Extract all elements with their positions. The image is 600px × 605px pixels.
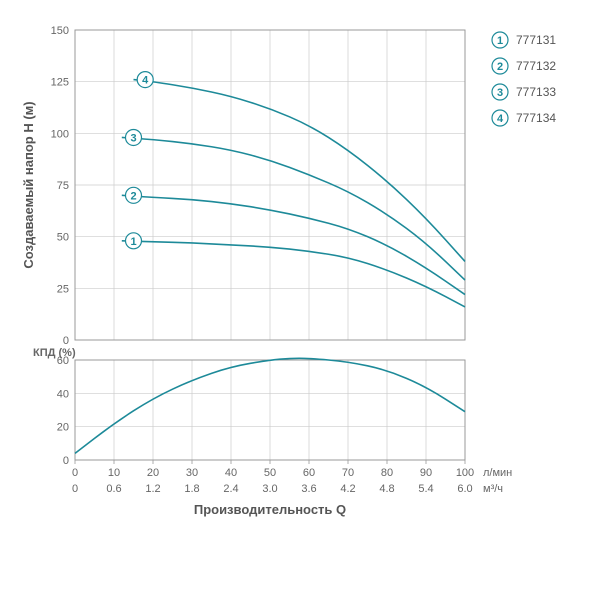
x-tick-top: 90 (420, 467, 432, 479)
x-axis-label: Производительность Q (194, 502, 346, 517)
x-tick-top: 10 (108, 467, 120, 479)
x-tick-bottom: 1.8 (184, 483, 199, 495)
x-tick-top: 0 (72, 467, 78, 479)
main-chart-area: 0 25 50 75 100 125 150 Создаваемый напор Н (м) 1… (21, 25, 465, 347)
series-label-num-4: 4 (142, 75, 149, 87)
eff-ytick: 20 (57, 422, 69, 434)
x-axis-area: 0 0 10 0.6 20 1.2 30 1.8 40 2.4 50 3.0 60 3.6 70 4.2 80 4… (72, 460, 512, 517)
main-ytick: 150 (51, 25, 69, 37)
x-tick-top: 50 (264, 467, 276, 479)
x-tick-bottom: 4.8 (379, 483, 394, 495)
main-ytick: 25 (57, 283, 69, 295)
x-tick-top: 70 (342, 467, 354, 479)
efficiency-chart-area: 0204060КПД (%) (33, 347, 465, 467)
x-tick-bottom: 4.2 (340, 483, 355, 495)
main-ytick: 125 (51, 77, 69, 89)
x-tick-bottom: 3.6 (301, 483, 316, 495)
series-curve-1 (122, 241, 465, 307)
x-tick-bottom: 1.2 (145, 483, 160, 495)
legend-num-1: 1 (497, 35, 503, 47)
series-label-num-3: 3 (130, 132, 136, 144)
x-tick-bottom: 6.0 (457, 483, 472, 495)
main-ytick: 75 (57, 180, 69, 192)
legend-label-2: 777132 (516, 59, 556, 73)
series-label-num-2: 2 (130, 190, 136, 202)
legend-num-3: 3 (497, 87, 503, 99)
x-tick-top: 100 (456, 467, 474, 479)
x-tick-top: 20 (147, 467, 159, 479)
x-tick-bottom: 3.0 (262, 483, 277, 495)
main-ytick: 50 (57, 232, 69, 244)
legend-label-4: 777134 (516, 111, 556, 125)
x-tick-bottom: 2.4 (223, 483, 238, 495)
x-tick-top: 80 (381, 467, 393, 479)
x-tick-top: 40 (225, 467, 237, 479)
x-tick-bottom: 0.6 (106, 483, 121, 495)
x-tick-top: 30 (186, 467, 198, 479)
x-unit-bottom: м³/ч (483, 483, 503, 495)
eff-ytick: 0 (63, 455, 69, 467)
eff-ytick: 40 (57, 388, 69, 400)
x-tick-bottom: 0 (72, 483, 78, 495)
chart-svg: 0255075100125150Создаваемый напор Н (м)1… (0, 0, 600, 600)
legend-label-1: 777131 (516, 33, 556, 47)
legend-num-2: 2 (497, 61, 503, 73)
legend: 1 777131 2 777132 3 777133 4 777134 (492, 32, 556, 126)
pump-curve-chart: 0255075100125150Создаваемый напор Н (м)1… (0, 0, 600, 600)
x-unit-top: л/мин (483, 467, 512, 479)
legend-label-3: 777133 (516, 85, 556, 99)
main-ytick: 100 (51, 128, 69, 140)
efficiency-y-label: КПД (%) (33, 347, 76, 359)
series-curve-2 (122, 195, 465, 294)
main-ytick: 0 (63, 335, 69, 347)
series-label-num-1: 1 (130, 236, 136, 248)
legend-num-4: 4 (497, 113, 504, 125)
series-curve-3 (122, 137, 465, 280)
x-tick-top: 60 (303, 467, 315, 479)
main-y-axis-label: Создаваемый напор Н (м) (21, 101, 36, 268)
x-tick-bottom: 5.4 (418, 483, 433, 495)
